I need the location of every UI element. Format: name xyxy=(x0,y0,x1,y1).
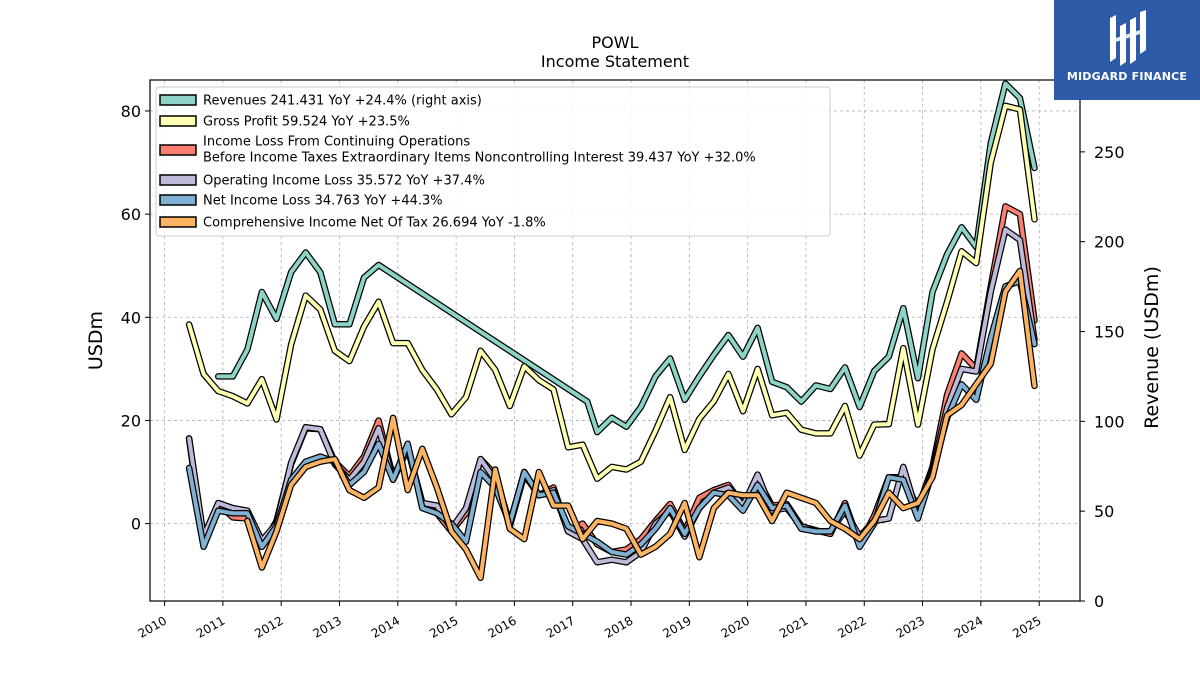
legend-label: Operating Income Loss 35.572 YoY +37.4% xyxy=(203,174,485,189)
legend-swatch xyxy=(159,94,197,106)
x-tick-label: 2016 xyxy=(485,613,518,640)
series-line xyxy=(216,81,1037,435)
y-right-axis-label: Revenue (USDm) xyxy=(1141,266,1163,429)
chart-title-line: POWL xyxy=(592,33,639,52)
y-tick-label: 20 xyxy=(121,411,141,430)
y-right-tick-label: 250 xyxy=(1094,143,1125,162)
y-tick-label: 60 xyxy=(121,205,141,224)
y-right-tick-label: 0 xyxy=(1094,592,1104,611)
series-line-outline xyxy=(185,226,1038,566)
series-line xyxy=(187,227,1037,565)
legend-label: Comprehensive Income Net Of Tax 26.694 Y… xyxy=(203,216,546,231)
legend: Revenues 241.431 YoY +24.4% (right axis)… xyxy=(155,86,831,237)
y-tick-label: 80 xyxy=(121,102,141,121)
midgard-finance-logo: MIDGARD FINANCE xyxy=(1054,0,1200,100)
x-tick-label: 2020 xyxy=(719,613,752,640)
plot-frame xyxy=(149,79,1081,602)
logo-text: MIDGARD FINANCE xyxy=(1066,70,1188,83)
x-tick-label: 2019 xyxy=(660,613,693,640)
y-right-tick-label: 100 xyxy=(1094,412,1125,431)
logo-mark-icon xyxy=(1110,10,1146,66)
y-right-tick-label: 200 xyxy=(1094,233,1125,252)
y-axis-label: USDm xyxy=(85,311,107,370)
x-tick-label: 2024 xyxy=(952,613,985,640)
legend-label: Net Income Loss 34.763 YoY +44.3% xyxy=(203,194,443,209)
chart-title-line: Income Statement xyxy=(541,52,689,71)
x-tick-label: 2010 xyxy=(136,613,169,640)
legend-label: Gross Profit 59.524 YoY +23.5% xyxy=(203,115,410,130)
x-tick-label: 2025 xyxy=(1010,613,1043,640)
legend-label: Income Loss From Continuing Operations xyxy=(203,135,470,150)
x-tick-label: 2011 xyxy=(194,613,227,640)
x-tick-label: 2012 xyxy=(252,613,285,640)
x-tick-label: 2017 xyxy=(544,613,577,640)
x-tick-label: 2015 xyxy=(427,613,460,640)
legend-box xyxy=(155,86,831,237)
x-tick-label: 2021 xyxy=(777,613,810,640)
y-tick-label: 0 xyxy=(131,515,141,534)
legend-label: Revenues 241.431 YoY +24.4% (right axis) xyxy=(203,94,482,109)
legend-swatch xyxy=(159,174,197,186)
y-right-tick-label: 150 xyxy=(1094,323,1125,342)
x-tick-label: 2014 xyxy=(369,613,402,640)
x-tick-label: 2013 xyxy=(311,613,344,640)
legend-swatch xyxy=(159,115,197,127)
series-line xyxy=(245,268,1037,580)
legend-swatch xyxy=(159,216,197,228)
x-tick-label: 2023 xyxy=(894,613,927,640)
legend-swatch xyxy=(159,194,197,206)
series-lines xyxy=(185,80,1038,582)
y-right-tick-label: 50 xyxy=(1094,502,1114,521)
x-tick-label: 2018 xyxy=(602,613,635,640)
legend-label: Before Income Taxes Extraordinary Items … xyxy=(203,151,756,166)
legend-swatch xyxy=(159,144,197,156)
x-tick-label: 2022 xyxy=(835,613,868,640)
series-line xyxy=(187,103,1037,481)
y-tick-label: 40 xyxy=(121,308,141,327)
